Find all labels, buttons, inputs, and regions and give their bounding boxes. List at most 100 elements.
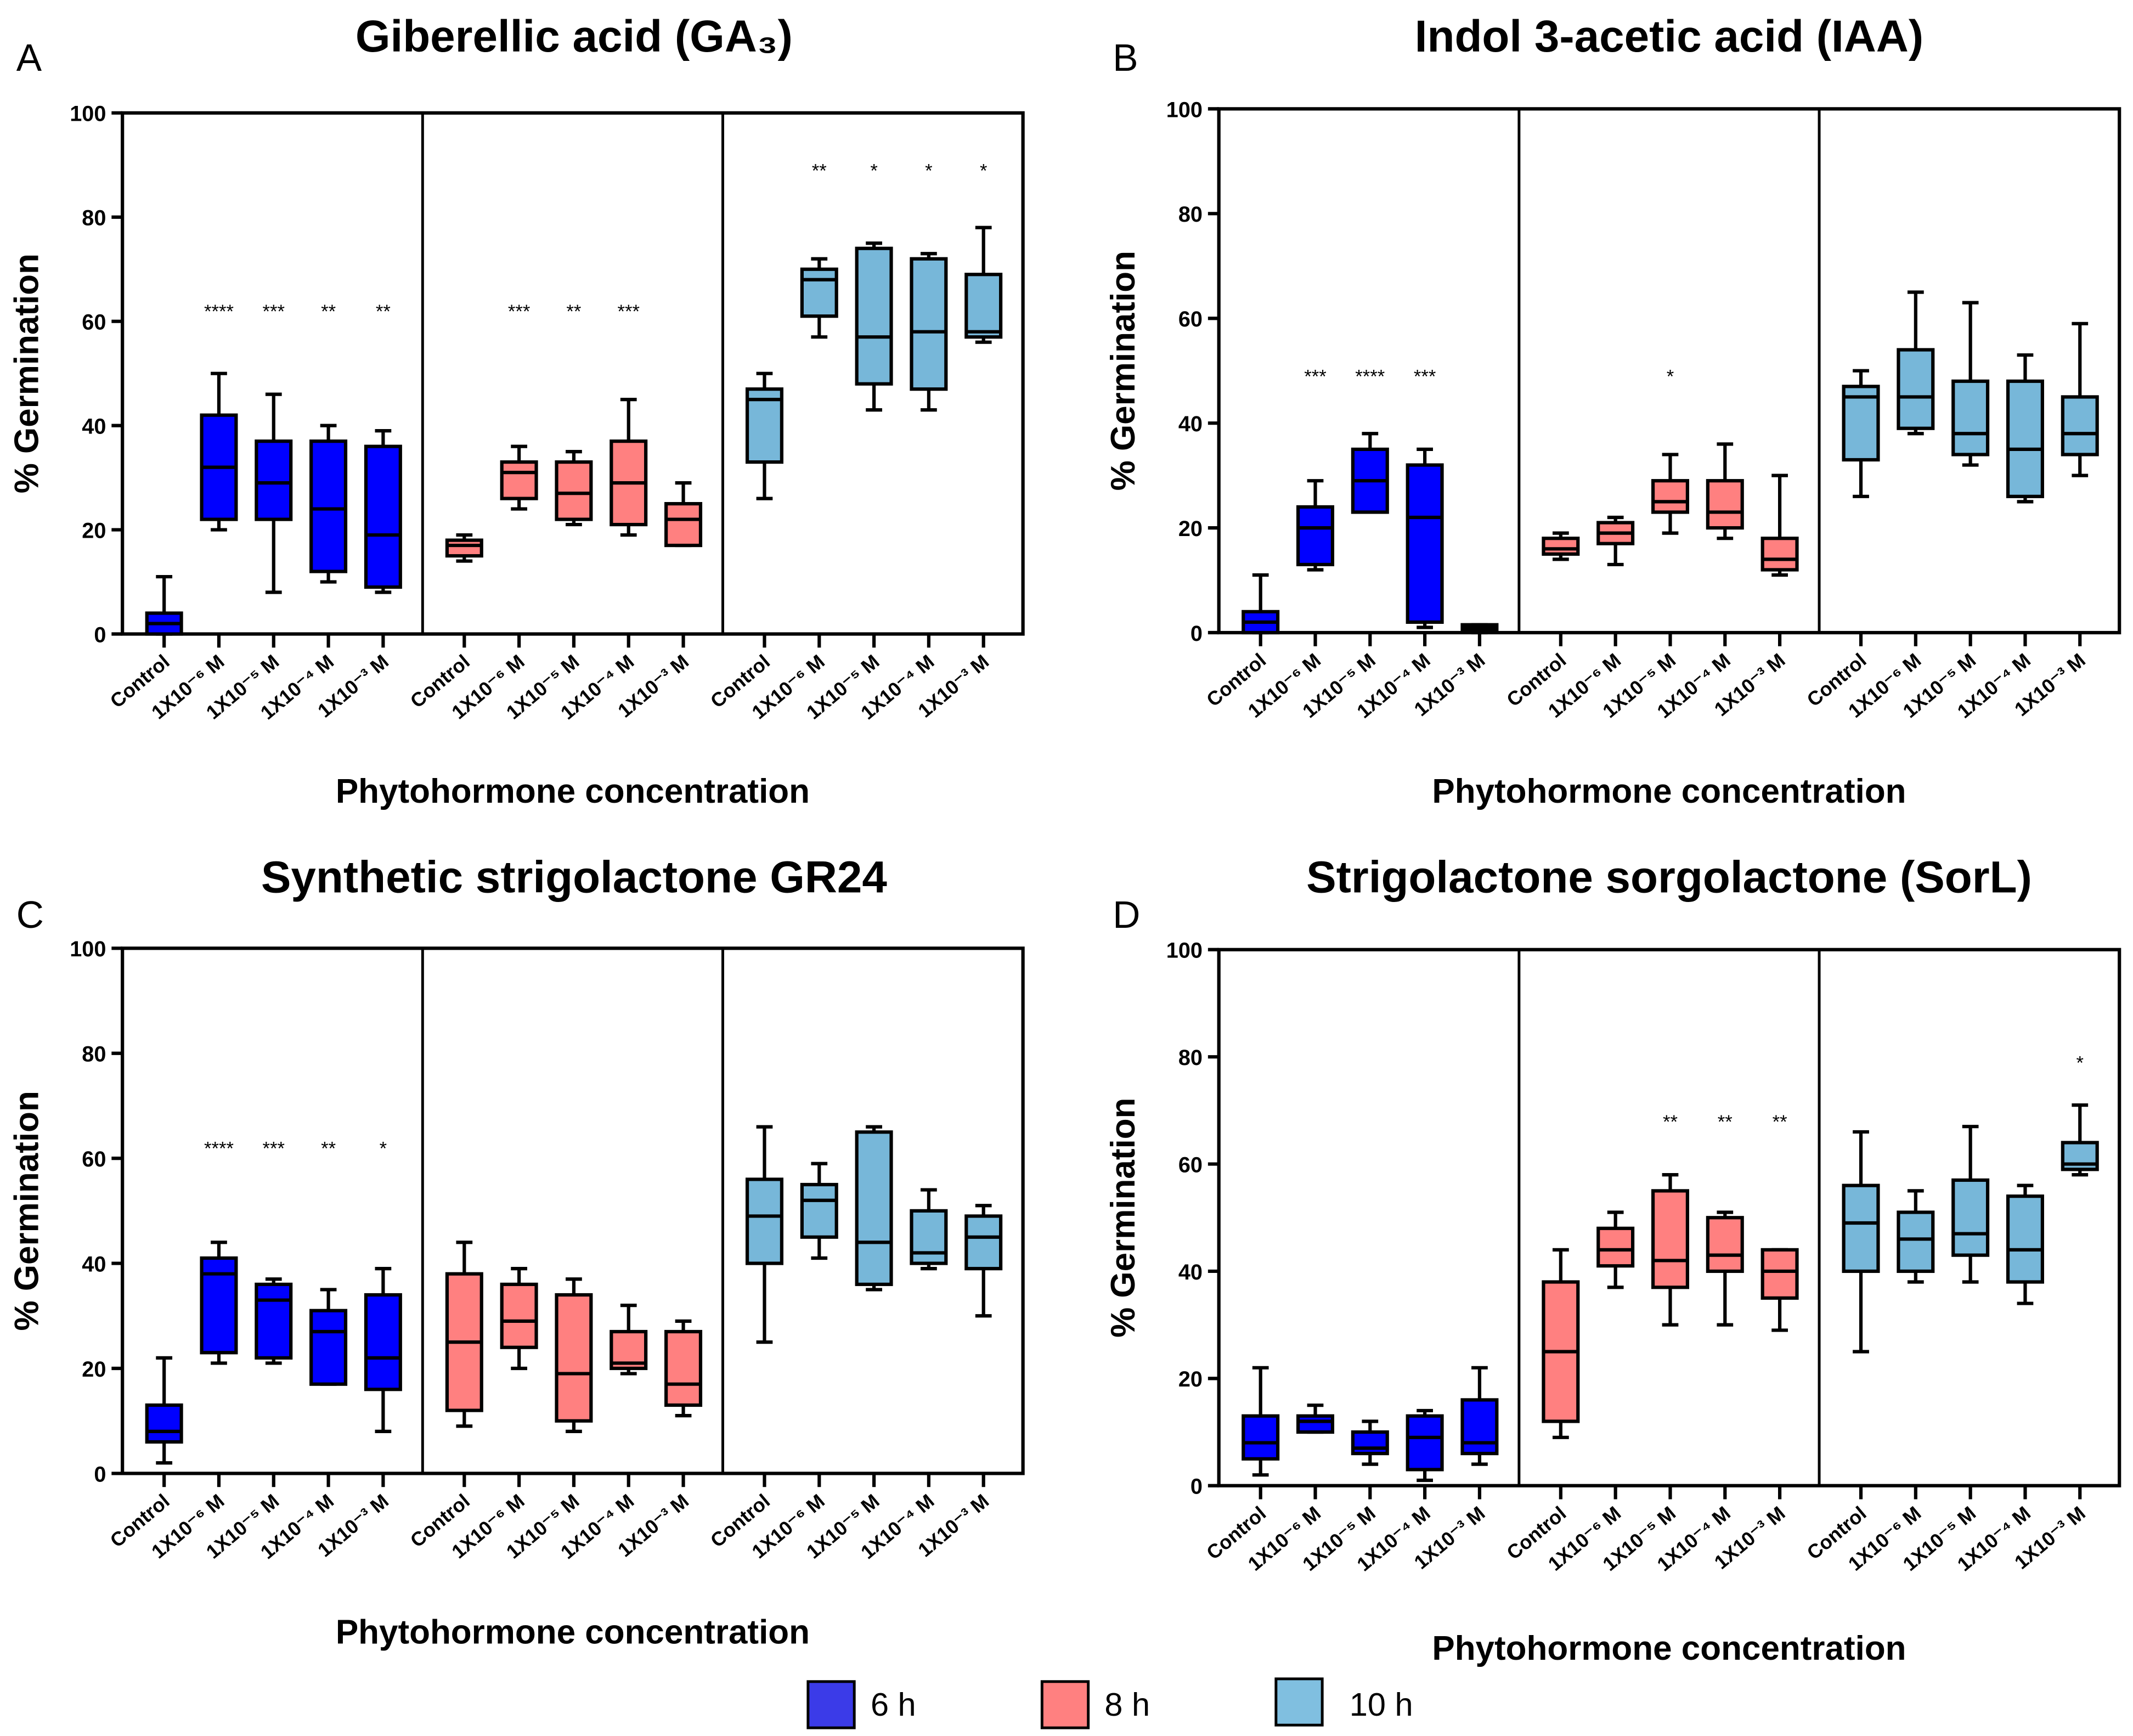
significance-marker: * bbox=[925, 161, 933, 182]
box bbox=[1296, 1414, 1335, 1434]
box bbox=[500, 460, 538, 500]
y-axis-label: % Germination bbox=[8, 1091, 46, 1331]
legend-swatch-6h bbox=[806, 1680, 856, 1729]
box bbox=[910, 257, 948, 391]
y-tick-label: 0 bbox=[1190, 622, 1203, 646]
legend: 6 h 8 h 10 h bbox=[806, 1677, 1413, 1729]
box bbox=[1651, 479, 1689, 514]
box bbox=[964, 273, 1003, 339]
y-tick-label: 40 bbox=[82, 1252, 106, 1276]
significance-marker: *** bbox=[263, 1138, 285, 1159]
y-axis-label: % Germination bbox=[1104, 1098, 1142, 1338]
series-6h: Control***1X10⁻⁶ M****1X10⁻⁵ M***1X10⁻⁴ … bbox=[1202, 367, 1499, 723]
box bbox=[1842, 385, 1880, 462]
y-tick-label: 60 bbox=[82, 1147, 106, 1171]
x-axis-label: Phytohormone concentration bbox=[1432, 773, 1906, 810]
y-tick-label: 100 bbox=[1166, 939, 1203, 963]
box bbox=[255, 1282, 293, 1360]
y-tick-label: 80 bbox=[1178, 202, 1203, 227]
panel-b: B Indol 3-acetic acid (IAA) 0 20 40 60 80 100 % … bbox=[1104, 12, 2121, 810]
box bbox=[2006, 1194, 2044, 1284]
box bbox=[1406, 463, 1444, 624]
series-10h: Control**1X10⁻⁶ M*1X10⁻⁵ M*1X10⁻⁴ M*1X10… bbox=[706, 161, 1003, 724]
box bbox=[664, 1329, 703, 1407]
y-tick-label: 40 bbox=[1178, 1260, 1203, 1284]
y-tick-label: 0 bbox=[94, 1462, 106, 1486]
significance-marker: ** bbox=[376, 301, 391, 322]
box bbox=[1651, 1189, 1689, 1289]
box bbox=[855, 246, 893, 386]
box bbox=[1351, 1430, 1389, 1456]
y-tick-label: 80 bbox=[82, 1042, 106, 1067]
box bbox=[309, 1309, 348, 1386]
box bbox=[364, 1293, 402, 1391]
x-axis-label: Phytohormone concentration bbox=[1432, 1630, 1906, 1667]
box bbox=[1951, 1178, 1990, 1257]
box bbox=[145, 1403, 183, 1444]
y-tick-label: 60 bbox=[82, 311, 106, 335]
significance-marker: **** bbox=[1355, 367, 1385, 387]
box bbox=[664, 501, 703, 548]
series-8h: Control***1X10⁻⁶ M**1X10⁻⁵ M***1X10⁻⁴ M1… bbox=[406, 301, 703, 724]
significance-marker: ** bbox=[1773, 1112, 1787, 1132]
y-tick-label: 60 bbox=[1178, 307, 1203, 331]
y-axis-label: % Germination bbox=[1104, 251, 1142, 491]
box bbox=[445, 538, 483, 558]
significance-marker: ** bbox=[321, 301, 336, 322]
significance-marker: *** bbox=[1414, 367, 1436, 387]
panel-letter: D bbox=[1113, 893, 1140, 936]
y-tick-label: 60 bbox=[1178, 1153, 1203, 1177]
y-tick-label: 100 bbox=[1166, 98, 1203, 122]
box bbox=[1542, 537, 1580, 556]
panel-d: D Strigolactone sorgolactone (SorL) 0 20 40 6… bbox=[1104, 853, 2121, 1667]
box bbox=[309, 439, 348, 573]
box bbox=[745, 387, 783, 464]
y-tick-label: 0 bbox=[94, 623, 106, 647]
significance-marker: *** bbox=[1304, 367, 1327, 387]
significance-marker: * bbox=[870, 161, 878, 182]
legend-label-10h: 10 h bbox=[1350, 1686, 1413, 1723]
significance-marker: **** bbox=[204, 301, 234, 322]
box bbox=[255, 439, 293, 521]
y-tick-label: 0 bbox=[1190, 1475, 1203, 1499]
significance-marker: * bbox=[980, 161, 988, 182]
box bbox=[1760, 537, 1799, 572]
significance-marker: ** bbox=[566, 301, 581, 322]
box bbox=[910, 1209, 948, 1265]
series-6h: Control****1X10⁻⁶ M***1X10⁻⁵ M**1X10⁻⁴ M… bbox=[105, 301, 402, 724]
box bbox=[1706, 479, 1744, 530]
box bbox=[745, 1177, 783, 1265]
significance-marker: * bbox=[1667, 367, 1674, 387]
significance-marker: *** bbox=[263, 301, 285, 322]
y-tick-label: 40 bbox=[1178, 412, 1203, 436]
box bbox=[800, 1182, 838, 1239]
legend-swatch-8h bbox=[1040, 1680, 1090, 1729]
y-axis-label: % Germination bbox=[8, 253, 46, 493]
significance-marker: * bbox=[380, 1138, 387, 1159]
box bbox=[500, 1282, 538, 1349]
panel-letter: B bbox=[1113, 36, 1138, 79]
chart-title: Indol 3-acetic acid (IAA) bbox=[1415, 12, 1923, 61]
significance-marker: *** bbox=[617, 301, 640, 322]
y-tick-label: 40 bbox=[82, 415, 106, 439]
y-tick-label: 20 bbox=[82, 1357, 106, 1382]
box bbox=[364, 444, 402, 589]
panel-letter: C bbox=[16, 893, 44, 936]
box bbox=[1460, 1398, 1499, 1456]
box bbox=[1842, 1183, 1880, 1273]
significance-marker: **** bbox=[204, 1138, 234, 1159]
y-tick-label: 80 bbox=[82, 206, 106, 230]
chart-title: Strigolactone sorgolactone (SorL) bbox=[1306, 853, 2032, 903]
box bbox=[964, 1214, 1003, 1271]
legend-swatch-10h bbox=[1274, 1677, 1324, 1727]
box bbox=[1596, 1226, 1635, 1268]
box bbox=[555, 460, 593, 521]
legend-label-8h: 8 h bbox=[1104, 1686, 1150, 1723]
box bbox=[1897, 348, 1935, 430]
